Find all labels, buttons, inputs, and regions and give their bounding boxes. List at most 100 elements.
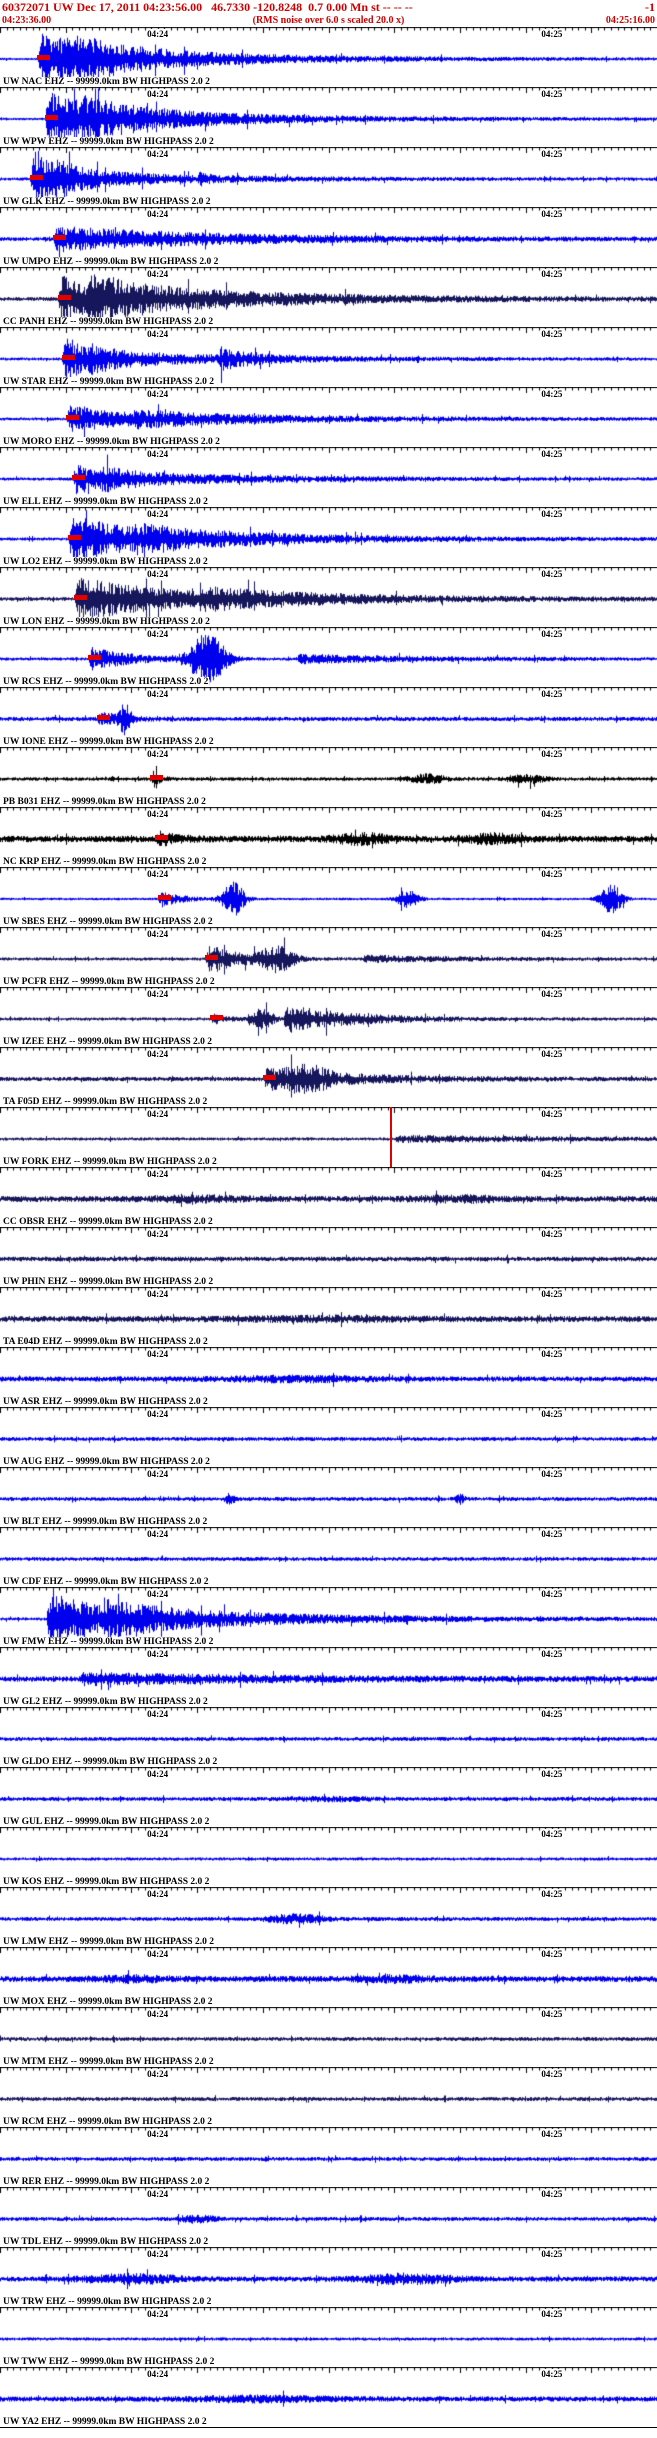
pick-marker[interactable] bbox=[61, 355, 75, 360]
time-tick-label: 04:25 bbox=[540, 149, 564, 159]
time-tick-label: 04:24 bbox=[146, 1829, 170, 1839]
trace-label: UW UMPO EHZ -- 99999.0km BW HIGHPASS 2.0… bbox=[2, 257, 220, 267]
trace-label: UW IZEE EHZ -- 99999.0km BW HIGHPASS 2.0… bbox=[2, 1037, 214, 1047]
time-tick-label: 04:24 bbox=[146, 1709, 170, 1719]
trace-label: UW RCM EHZ -- 99999.0km BW HIGHPASS 2.0 … bbox=[2, 2117, 214, 2127]
trace-row: 04:24 04:25 UW STAR EHZ -- 99999.0km BW … bbox=[0, 327, 657, 387]
pick-marker[interactable] bbox=[155, 835, 169, 840]
pick-marker-line[interactable] bbox=[390, 1107, 393, 1167]
time-tick-label: 04:25 bbox=[540, 29, 564, 39]
trace-label: UW GLK EHZ -- 99999.0km BW HIGHPASS 2.0 … bbox=[2, 197, 212, 207]
time-tick-label: 04:24 bbox=[146, 1229, 170, 1239]
time-tick-label: 04:24 bbox=[146, 2369, 170, 2379]
time-tick-label: 04:25 bbox=[540, 209, 564, 219]
trace-row: 04:24 04:25 UW WPW EHZ -- 99999.0km BW H… bbox=[0, 87, 657, 147]
pick-marker[interactable] bbox=[262, 1075, 276, 1080]
trace-row: 04:24 04:25 UW GUL EHZ -- 99999.0km BW H… bbox=[0, 1767, 657, 1827]
trace-label: UW MOX EHZ -- 99999.0km BW HIGHPASS 2.0 … bbox=[2, 1997, 214, 2007]
pick-marker[interactable] bbox=[72, 475, 86, 480]
time-tick-label: 04:24 bbox=[146, 89, 170, 99]
trace-label: UW TWW EHZ -- 99999.0km BW HIGHPASS 2.0 … bbox=[2, 2357, 216, 2367]
time-tick-label: 04:24 bbox=[146, 1529, 170, 1539]
pick-marker[interactable] bbox=[37, 55, 51, 60]
time-tick-label: 04:25 bbox=[540, 89, 564, 99]
time-tick-label: 04:25 bbox=[540, 869, 564, 879]
pick-marker[interactable] bbox=[52, 235, 66, 240]
event-flag: -1 bbox=[645, 0, 655, 14]
time-tick-label: 04:24 bbox=[146, 929, 170, 939]
time-tick-label: 04:24 bbox=[146, 1469, 170, 1479]
pick-marker[interactable] bbox=[96, 715, 110, 720]
time-tick-label: 04:25 bbox=[540, 1709, 564, 1719]
trace-row: 04:24 04:25 NC KRP EHZ -- 99999.0km BW H… bbox=[0, 807, 657, 867]
pick-marker[interactable] bbox=[74, 595, 88, 600]
time-tick-label: 04:24 bbox=[146, 2009, 170, 2019]
trace-row: 04:24 04:25 UW TRW EHZ -- 99999.0km BW H… bbox=[0, 2247, 657, 2307]
trace-label: UW KOS EHZ -- 99999.0km BW HIGHPASS 2.0 … bbox=[2, 1877, 211, 1887]
time-tick-label: 04:24 bbox=[146, 2189, 170, 2199]
time-tick-label: 04:24 bbox=[146, 1769, 170, 1779]
time-tick-label: 04:25 bbox=[540, 1769, 564, 1779]
time-tick-label: 04:24 bbox=[146, 1889, 170, 1899]
time-tick-label: 04:25 bbox=[540, 1349, 564, 1359]
time-tick-label: 04:24 bbox=[146, 989, 170, 999]
trace-row: 04:24 04:25 CC OBSR EHZ -- 99999.0km BW … bbox=[0, 1167, 657, 1227]
time-tick-label: 04:25 bbox=[540, 2129, 564, 2139]
trace-label: UW LON EHZ -- 99999.0km BW HIGHPASS 2.0 … bbox=[2, 617, 211, 627]
trace-label: UW NAC EHZ -- 99999.0km BW HIGHPASS 2.0 … bbox=[2, 77, 211, 87]
time-tick-label: 04:24 bbox=[146, 2129, 170, 2139]
trace-label: UW STAR EHZ -- 99999.0km BW HIGHPASS 2.0… bbox=[2, 377, 215, 387]
trace-label: UW IONE EHZ -- 99999.0km BW HIGHPASS 2.0… bbox=[2, 737, 215, 747]
time-tick-label: 04:24 bbox=[146, 1409, 170, 1419]
trace-label: UW RCS EHZ -- 99999.0km BW HIGHPASS 2.0 … bbox=[2, 677, 210, 687]
time-tick-label: 04:25 bbox=[540, 449, 564, 459]
trace-label: UW LMW EHZ -- 99999.0km BW HIGHPASS 2.0 … bbox=[2, 1937, 215, 1947]
trace-list: 04:24 04:25 UW NAC EHZ -- 99999.0km BW H… bbox=[0, 27, 657, 2428]
pick-marker[interactable] bbox=[210, 1015, 224, 1020]
trace-row: 04:24 04:25 UW AUG EHZ -- 99999.0km BW H… bbox=[0, 1407, 657, 1467]
pick-marker[interactable] bbox=[30, 175, 44, 180]
trace-row: 04:24 04:25 UW LO2 EHZ -- 99999.0km BW H… bbox=[0, 507, 657, 567]
trace-row: 04:24 04:25 UW BLT EHZ -- 99999.0km BW H… bbox=[0, 1467, 657, 1527]
trace-label: CC PANH EHZ -- 99999.0km BW HIGHPASS 2.0… bbox=[2, 317, 215, 327]
pick-marker[interactable] bbox=[65, 415, 79, 420]
pick-marker[interactable] bbox=[157, 895, 171, 900]
trace-row: 04:24 04:25 UW TDL EHZ -- 99999.0km BW H… bbox=[0, 2187, 657, 2247]
time-tick-label: 04:25 bbox=[540, 329, 564, 339]
trace-row: 04:24 04:25 UW FMW EHZ -- 99999.0km BW H… bbox=[0, 1587, 657, 1647]
trace-row: 04:24 04:25 UW GLK EHZ -- 99999.0km BW H… bbox=[0, 147, 657, 207]
time-tick-label: 04:25 bbox=[540, 2249, 564, 2259]
trace-label: CC OBSR EHZ -- 99999.0km BW HIGHPASS 2.0… bbox=[2, 1217, 214, 1227]
time-tick-label: 04:24 bbox=[146, 1349, 170, 1359]
time-tick-label: 04:24 bbox=[146, 629, 170, 639]
pick-marker[interactable] bbox=[67, 535, 81, 540]
time-tick-label: 04:25 bbox=[540, 1889, 564, 1899]
time-tick-label: 04:25 bbox=[540, 629, 564, 639]
event-header: 60372071 UW Dec 17, 2011 04:23:56.00 46.… bbox=[0, 0, 657, 15]
window-header: 04:23:36.00 (RMS noise over 6.0 s scaled… bbox=[0, 15, 657, 27]
time-tick-label: 04:25 bbox=[540, 689, 564, 699]
scaling-note: (RMS noise over 6.0 s scaled 20.0 x) bbox=[252, 15, 405, 26]
trace-row: 04:24 04:25 UW YA2 EHZ -- 99999.0km BW H… bbox=[0, 2367, 657, 2427]
trace-label: UW YA2 EHZ -- 99999.0km BW HIGHPASS 2.0 … bbox=[2, 2417, 208, 2427]
pick-marker[interactable] bbox=[88, 655, 102, 660]
time-tick-label: 04:25 bbox=[540, 1529, 564, 1539]
trace-row: 04:24 04:25 UW LMW EHZ -- 99999.0km BW H… bbox=[0, 1887, 657, 1947]
trace-label: TA F05D EHZ -- 99999.0km BW HIGHPASS 2.0… bbox=[2, 1097, 209, 1107]
time-tick-label: 04:25 bbox=[540, 1949, 564, 1959]
trace-row: 04:24 04:25 UW SBES EHZ -- 99999.0km BW … bbox=[0, 867, 657, 927]
pick-marker[interactable] bbox=[57, 295, 71, 300]
pick-marker[interactable] bbox=[44, 115, 58, 120]
pick-marker[interactable] bbox=[149, 775, 163, 780]
trace-row: 04:24 04:25 UW NAC EHZ -- 99999.0km BW H… bbox=[0, 27, 657, 87]
pick-marker[interactable] bbox=[204, 955, 218, 960]
trace-row: 04:24 04:25 UW RCM EHZ -- 99999.0km BW H… bbox=[0, 2067, 657, 2127]
trace-row: 04:24 04:25 UW FORK EHZ -- 99999.0km BW … bbox=[0, 1107, 657, 1167]
time-tick-label: 04:25 bbox=[540, 509, 564, 519]
time-tick-label: 04:24 bbox=[146, 1289, 170, 1299]
trace-row: 04:24 04:25 UW MOX EHZ -- 99999.0km BW H… bbox=[0, 1947, 657, 2007]
trace-label: UW BLT EHZ -- 99999.0km BW HIGHPASS 2.0 … bbox=[2, 1517, 209, 1527]
time-tick-label: 04:24 bbox=[146, 749, 170, 759]
time-tick-label: 04:25 bbox=[540, 989, 564, 999]
trace-row: 04:24 04:25 UW CDF EHZ -- 99999.0km BW H… bbox=[0, 1527, 657, 1587]
